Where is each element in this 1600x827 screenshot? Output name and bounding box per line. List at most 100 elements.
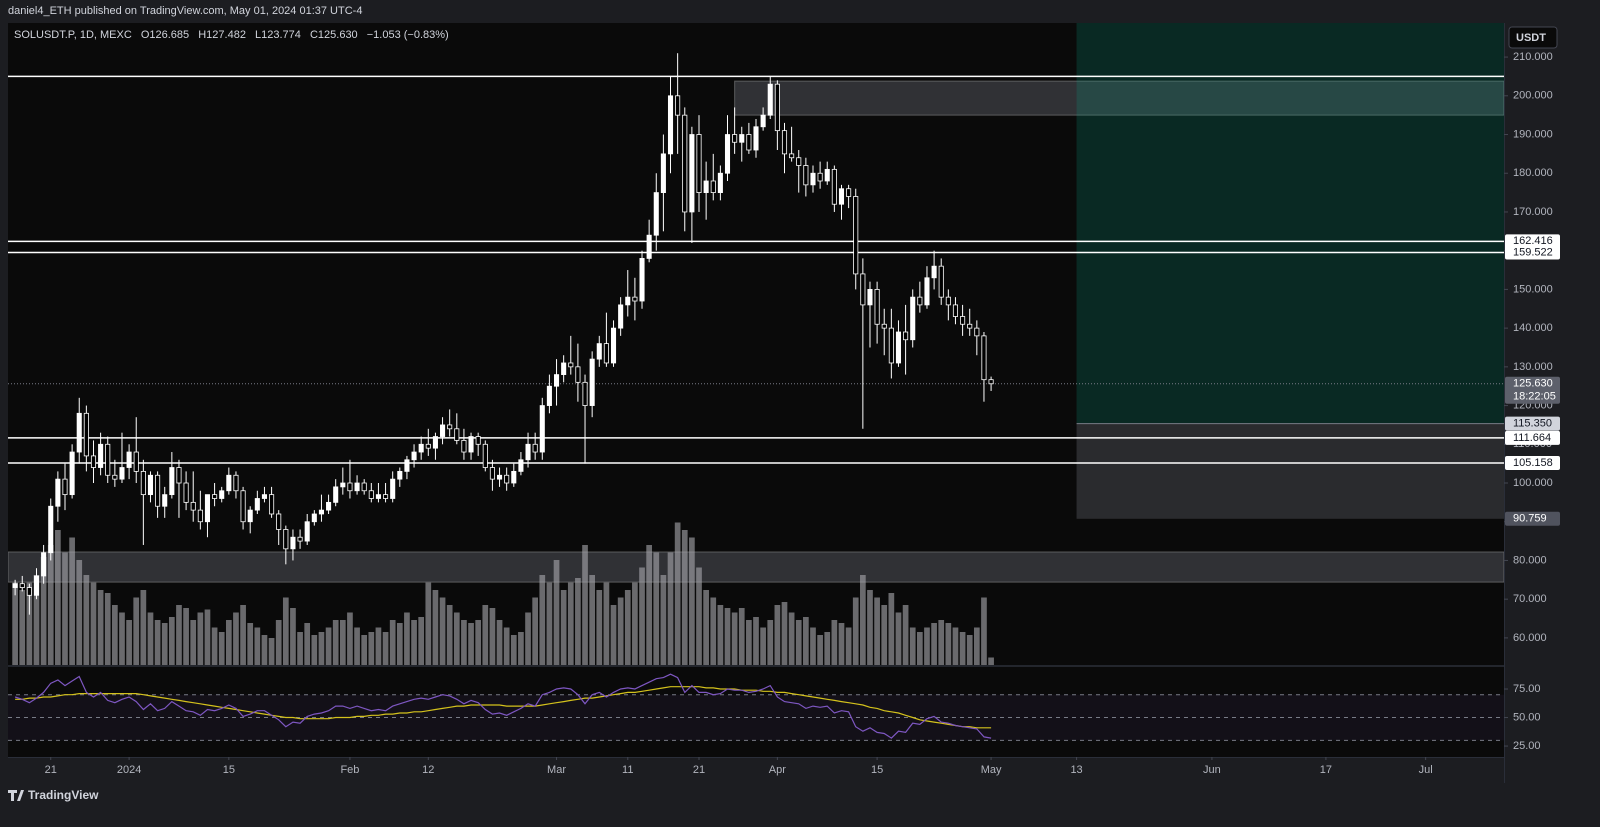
candle-body [582,381,588,406]
zone [734,80,1504,116]
currency[interactable]: USDT [1516,32,1546,44]
candle-body [133,451,139,472]
candle-body [204,494,211,523]
volume-bar [781,602,788,665]
volume-bar [874,597,880,665]
candle-body [432,436,438,449]
candle-body [539,405,545,453]
candle-body [247,509,253,523]
volume-bar [639,567,645,665]
volume-bar [774,605,781,665]
candle-body [781,130,788,155]
candle-body [967,323,973,329]
x-tick-label: 21 [693,764,705,776]
candle-body [383,494,389,499]
candle-body [425,443,431,449]
candle-body [176,467,182,484]
candle-body [76,412,82,453]
currency-box[interactable] [1508,26,1558,49]
candle-body [753,126,759,151]
level-label: 159.522 [1513,246,1553,258]
candle-body [504,474,510,484]
candle-body [126,451,132,468]
level-label: 162.416 [1513,235,1553,247]
candle-body [710,180,716,193]
candle-body [931,265,937,279]
volume-bar [689,537,695,665]
volume-bar [12,582,18,665]
volume-bar [945,623,952,665]
y-tick-label: 150.000 [1513,283,1553,295]
candle-body [375,494,381,499]
volume-bar [418,617,425,665]
candle-body [304,521,310,542]
brand-name: TradingView [28,788,99,802]
rsi-ma-line [15,686,992,729]
volume-bar [518,632,524,665]
candle-body [183,482,189,503]
candle-body [276,513,282,530]
candle-body [610,327,617,364]
volume-bar [795,620,802,665]
volume-bar [261,635,268,665]
candle-body [632,296,638,302]
candle-body [55,478,61,507]
volume-bar [76,560,83,665]
candle-body [660,153,666,193]
y-tick-label: 140.000 [1513,322,1553,334]
x-tick-label: 15 [871,764,883,776]
volume-bar [240,605,246,665]
candle-body [553,374,560,387]
candle-body [489,467,495,480]
volume-bar [204,609,211,665]
candle-body [831,168,837,205]
candle-body [326,501,332,511]
candle-body [33,575,40,596]
volume-bar [468,623,474,665]
volume-bar [710,597,717,665]
candle-body [361,482,367,492]
candle-body [903,331,909,341]
candle-body [347,482,353,492]
volume-bar [824,632,831,665]
volume-bar [154,620,161,665]
x-tick-label: 13 [1070,764,1082,776]
candle-body [589,358,595,406]
symbol: SOLUSDT.P, 1D, MEXC [14,29,132,41]
volume-bar [254,627,261,665]
candle-body [796,157,802,166]
candle-body [261,494,267,499]
volume-bar [966,635,973,665]
volume-bar [104,593,111,665]
volume-bar [40,557,47,665]
candle-body [48,505,54,554]
candle-body [197,509,203,523]
candle-body [318,509,324,515]
rsi-y-tick-label: 50.00 [1513,711,1541,723]
y-tick-label: 210.000 [1513,51,1553,63]
candle-body [254,498,260,511]
volume-bar [560,590,567,665]
volume-bar [674,522,681,665]
volume-bar [69,537,75,665]
level-label: 105.158 [1513,457,1553,469]
volume-bar [453,612,460,665]
volume-bar [660,575,667,665]
candle-body [910,296,916,341]
candle-body [924,277,930,306]
volume-bar [396,623,403,665]
candle-body [895,331,902,364]
volume-bar [332,620,339,665]
candle-body [696,134,702,193]
volume-bar [931,623,937,665]
candle-body [283,529,289,550]
countdown: 18:22:05 [1513,391,1556,403]
volume-bar [803,617,809,665]
volume-bar [297,632,303,665]
volume-bar [19,590,26,665]
volume-bar [318,632,325,665]
volume-bar [55,530,61,665]
volume-bar [211,627,218,665]
rsi-plot [8,673,1504,741]
candle-body [675,95,681,116]
